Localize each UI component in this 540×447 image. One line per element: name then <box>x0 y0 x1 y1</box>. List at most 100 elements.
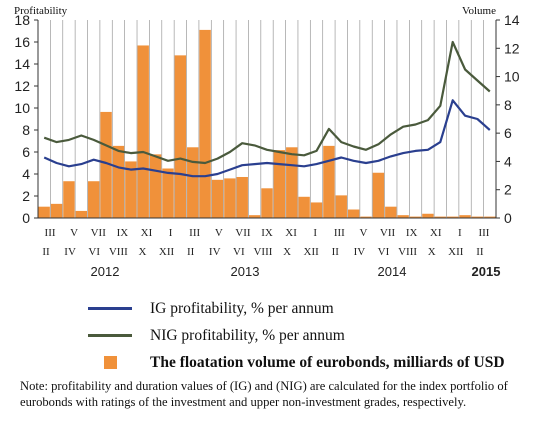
month-label-bottom: XII <box>448 246 464 258</box>
legend-label-nig: NIG profitability, % per annum <box>150 326 345 344</box>
month-label-bottom: X <box>428 246 436 258</box>
month-label-top: XI <box>430 227 442 239</box>
left-tick-label: 4 <box>22 166 30 182</box>
month-label-top: VII <box>380 227 396 239</box>
volume-bar <box>347 209 360 218</box>
month-label-top: IX <box>117 227 129 239</box>
month-label-bottom: IV <box>209 246 221 258</box>
ig-line-swatch <box>88 307 132 310</box>
month-label-top: I <box>169 227 173 239</box>
year-label: 2013 <box>231 264 260 279</box>
chart-note: Note: profitability and duration values … <box>20 379 508 409</box>
month-label-top: V <box>215 227 223 239</box>
month-label-bottom: IV <box>354 246 366 258</box>
month-label-bottom: VIII <box>253 246 272 258</box>
right-tick-label: 0 <box>504 210 512 226</box>
month-label-top: V <box>70 227 78 239</box>
month-label-bottom: II <box>332 246 340 258</box>
left-tick-label: 12 <box>14 78 30 94</box>
month-label-top: V <box>359 227 367 239</box>
volume-bar <box>50 203 63 218</box>
vertical-grid <box>50 20 484 218</box>
right-tick-label: 8 <box>504 97 512 113</box>
volume-bar <box>75 210 88 218</box>
month-label-top: III <box>334 227 345 239</box>
volume-bar <box>273 150 286 218</box>
legend-item-nig: NIG profitability, % per annum <box>88 322 538 349</box>
month-label-top: III <box>478 227 489 239</box>
left-tick-label: 6 <box>22 144 30 160</box>
month-label-bottom: II <box>476 246 484 258</box>
volume-bar <box>323 145 335 218</box>
right-axis-title: Volume <box>462 5 496 17</box>
volume-bar <box>162 168 174 218</box>
volume-bar <box>471 216 484 218</box>
volume-bar <box>434 216 446 218</box>
year-label: 2014 <box>378 264 407 279</box>
month-label-top: I <box>313 227 317 239</box>
month-label-top: III <box>189 227 200 239</box>
volume-bar <box>335 195 347 218</box>
right-tick-label: 2 <box>504 182 512 198</box>
month-label-bottom: X <box>138 246 146 258</box>
month-label-bottom: IV <box>64 246 76 258</box>
volume-bar <box>422 213 434 218</box>
month-label-bottom: X <box>283 246 291 258</box>
month-label-top: VII <box>91 227 107 239</box>
legend-label-ig: IG profitability, % per annum <box>150 299 334 317</box>
volume-bar <box>397 215 409 218</box>
left-tick-label: 10 <box>14 100 30 116</box>
chart-legend: IG profitability, % per annum NIG profit… <box>88 295 538 376</box>
month-label-top: VII <box>235 227 251 239</box>
left-tick-label: 2 <box>22 188 30 204</box>
volume-bar <box>248 215 261 218</box>
chart-axes <box>34 19 500 219</box>
volume-bar <box>149 154 162 218</box>
left-tick-label: 0 <box>22 210 30 226</box>
right-tick-label: 14 <box>504 12 520 28</box>
volume-bar <box>286 147 298 218</box>
volume-bar <box>310 202 323 218</box>
volume-bar <box>88 181 100 218</box>
legend-item-volume: The floatation volume of eurobonds, mill… <box>88 349 538 376</box>
left-tick-label: 8 <box>22 122 30 138</box>
left-tick-label: 18 <box>14 12 30 28</box>
volume-bar <box>125 161 137 218</box>
month-label-bottom: XII <box>304 246 320 258</box>
month-label-top: III <box>45 227 56 239</box>
eurobond-chart: Profitability Volume 0 2 4 6 8 10 12 14 16 18 0 2 4 6… <box>14 5 520 279</box>
ig-profitability-line <box>43 99 491 178</box>
right-tick-label: 12 <box>504 40 520 56</box>
left-tick-label: 14 <box>14 56 30 72</box>
month-label-bottom: II <box>42 246 50 258</box>
volume-bar <box>38 206 50 218</box>
volume-bar <box>360 216 372 218</box>
year-label: 2012 <box>91 264 120 279</box>
nig-line-swatch <box>88 334 132 337</box>
month-label-bottom: VI <box>88 246 100 258</box>
legend-item-ig: IG profitability, % per annum <box>88 295 538 322</box>
right-tick-label: 4 <box>504 153 512 169</box>
volume-bar <box>372 172 385 218</box>
month-label-top: I <box>458 227 462 239</box>
volume-bar <box>224 178 236 218</box>
month-label-bottom: XII <box>159 246 175 258</box>
month-label-bottom: II <box>187 246 195 258</box>
volume-bar <box>385 206 397 218</box>
profitability-lines <box>43 40 491 178</box>
volume-bar <box>409 216 422 218</box>
volume-bar-swatch <box>104 356 117 369</box>
volume-bar <box>199 29 211 219</box>
nig-profitability-line <box>43 40 491 165</box>
month-label-bottom: VI <box>233 246 245 258</box>
month-label-top: XI <box>141 227 153 239</box>
volume-bar <box>112 145 125 218</box>
right-tick-label: 6 <box>504 125 512 141</box>
volume-bar <box>187 147 199 218</box>
volume-bar <box>261 188 273 218</box>
month-label-top: IX <box>406 227 418 239</box>
volume-bar <box>298 196 310 218</box>
month-label-top: XI <box>285 227 297 239</box>
left-axis-title: Profitability <box>14 5 68 17</box>
